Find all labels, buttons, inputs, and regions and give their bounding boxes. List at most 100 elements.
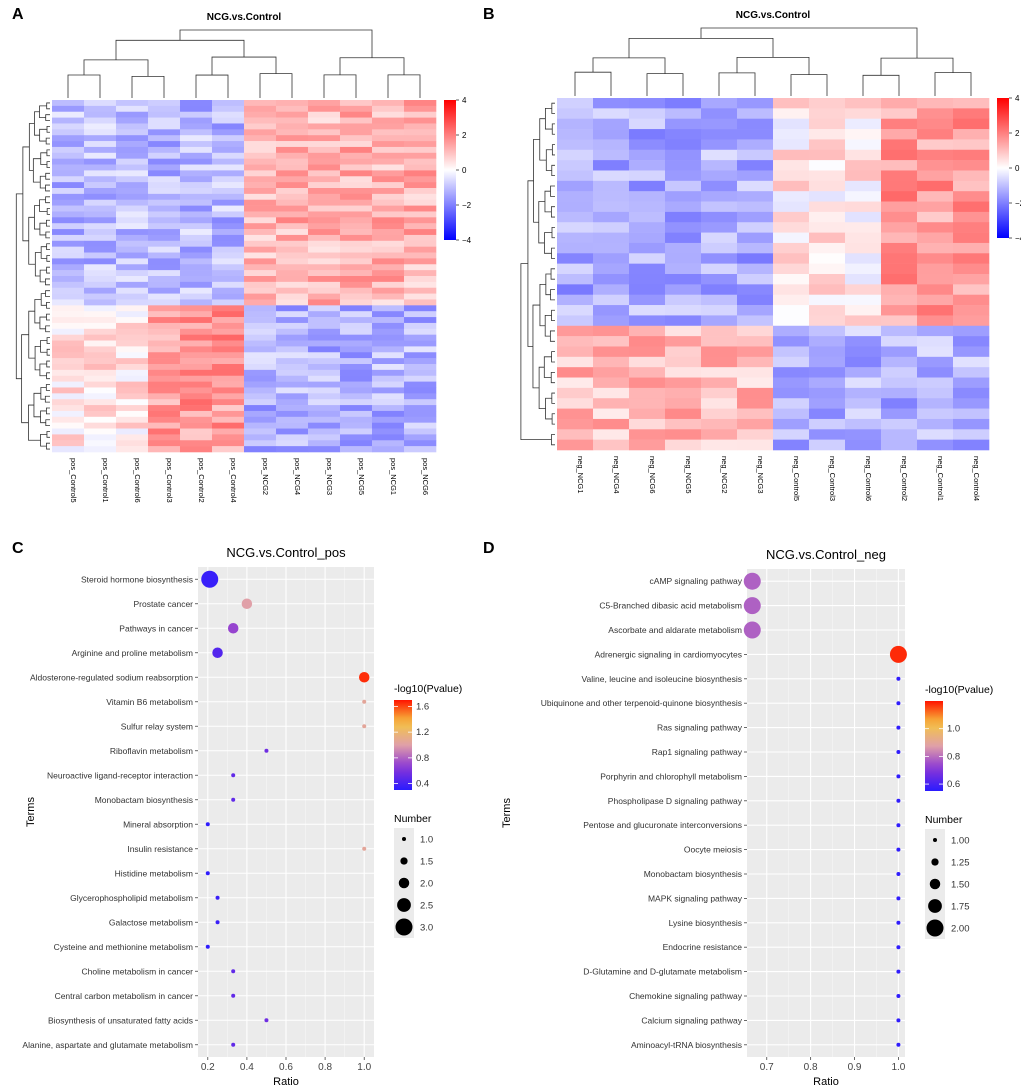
bubble-point: [896, 725, 901, 730]
heatmap-cell: [52, 334, 85, 341]
heatmap-cell: [593, 387, 630, 399]
heatmap-cell: [212, 422, 245, 429]
heatmap-cell: [116, 299, 149, 306]
dendrogram-branch: [543, 356, 552, 378]
heatmap-cell: [52, 434, 85, 441]
heatmap-cell: [276, 299, 309, 306]
heatmap-cell: [557, 263, 594, 275]
dendrogram-branch: [339, 57, 405, 75]
heatmap-cell: [593, 211, 630, 223]
heatmap-cell: [404, 393, 437, 400]
heatmap-cell: [665, 294, 702, 306]
heatmap-cell: [881, 180, 918, 192]
term-label: Biosynthesis of unsaturated fatty acids: [48, 1015, 193, 1025]
heatmap-cell: [52, 193, 85, 201]
heatmap-cell: [116, 100, 149, 107]
heatmap-cell: [84, 199, 117, 206]
heatmap-cell: [308, 234, 341, 242]
dendrogram-branch: [862, 74, 900, 96]
heatmap-cell: [212, 446, 245, 453]
heatmap-cell: [593, 336, 630, 347]
heatmap-cell: [845, 222, 882, 233]
heatmap-cell: [212, 182, 245, 189]
heatmap-cell: [276, 170, 309, 177]
heatmap-cell: [52, 164, 85, 171]
dendrogram-branch: [46, 102, 50, 110]
term-label: Prostate cancer: [133, 599, 193, 609]
heatmap-cell: [917, 429, 954, 440]
heatmap-cell: [180, 258, 213, 265]
heatmap-cell: [276, 428, 309, 435]
bubble-point: [231, 797, 236, 802]
dendrogram-branch: [34, 252, 42, 277]
heatmap-cell: [953, 439, 990, 451]
heatmap-cell: [148, 100, 181, 107]
heatmap-cell: [52, 240, 85, 247]
heatmap-cell: [180, 358, 213, 365]
heatmap-cell: [372, 322, 405, 330]
heatmap-cell: [953, 367, 990, 378]
term-label: Steroid hormone biosynthesis: [81, 574, 193, 584]
heatmap-cell: [737, 418, 774, 430]
heatmap-cell: [116, 117, 149, 124]
heatmap-cell: [244, 223, 277, 230]
heatmap-cell: [953, 211, 990, 223]
bubble-point: [241, 598, 253, 609]
heatmap-cell: [148, 399, 181, 406]
heatmap-cell: [557, 222, 594, 233]
heatmap-cell: [737, 201, 774, 213]
heatmap-cell: [557, 139, 594, 151]
heatmap-cell: [372, 240, 405, 247]
heatmap-cell: [244, 100, 277, 107]
heatmap-cell: [180, 293, 213, 300]
heatmap-cell: [629, 367, 666, 378]
heatmap-cell: [665, 346, 702, 358]
heatmap-cell: [737, 387, 774, 399]
heatmap-cell: [881, 170, 918, 182]
heatmap-cell: [557, 253, 594, 264]
heatmap-cell: [665, 315, 702, 327]
heatmap-cell: [340, 399, 373, 406]
heatmap-cell: [340, 141, 373, 148]
heatmap-cell: [148, 141, 181, 148]
heatmap-cell: [340, 422, 373, 429]
heatmap-cell: [881, 129, 918, 140]
heatmap-cell: [665, 305, 702, 316]
heatmap-cell: [340, 129, 373, 136]
heatmap-cell: [84, 240, 117, 247]
dendrogram-branch: [46, 255, 50, 262]
size-legend-label: 1.5: [420, 857, 433, 868]
heatmap-cell: [116, 364, 149, 371]
heatmap-cell: [809, 439, 846, 451]
heatmap-cell: [116, 393, 149, 400]
heatmap-cell: [84, 399, 117, 406]
heatmap-cell: [340, 234, 373, 242]
heatmap-cell: [404, 129, 437, 136]
heatmap-cell: [340, 164, 373, 171]
size-legend-dot: [929, 878, 941, 890]
heatmap-cell: [212, 199, 245, 206]
heatmap-cell: [212, 205, 245, 212]
heatmap-cell: [557, 191, 594, 202]
heatmap-cell: [404, 182, 437, 189]
dendrogram-branch: [46, 149, 50, 157]
heatmap-cell: [340, 334, 373, 341]
heatmap-cell: [629, 129, 666, 140]
heatmap-cell: [953, 242, 990, 254]
dendrogram-branch: [28, 310, 36, 359]
heatmap-column-label: neg_NCG6: [648, 456, 657, 494]
heatmap-cell: [809, 211, 846, 223]
heatmap-cell: [404, 281, 437, 289]
heatmap-cell: [629, 325, 666, 337]
heatmap-cell: [116, 311, 149, 318]
heatmap-cell: [52, 440, 85, 447]
heatmap-cell: [593, 149, 630, 161]
heatmap-cell: [593, 418, 630, 430]
dendrogram-branch: [551, 164, 555, 177]
heatmap-cell: [148, 152, 181, 159]
term-label: Ubiquinone and other terpenoid-quinone b…: [541, 698, 742, 708]
heatmap-cell: [116, 246, 149, 253]
dendrogram-branch: [46, 161, 50, 168]
heatmap-cell: [809, 315, 846, 327]
heatmap-cell: [244, 270, 277, 277]
